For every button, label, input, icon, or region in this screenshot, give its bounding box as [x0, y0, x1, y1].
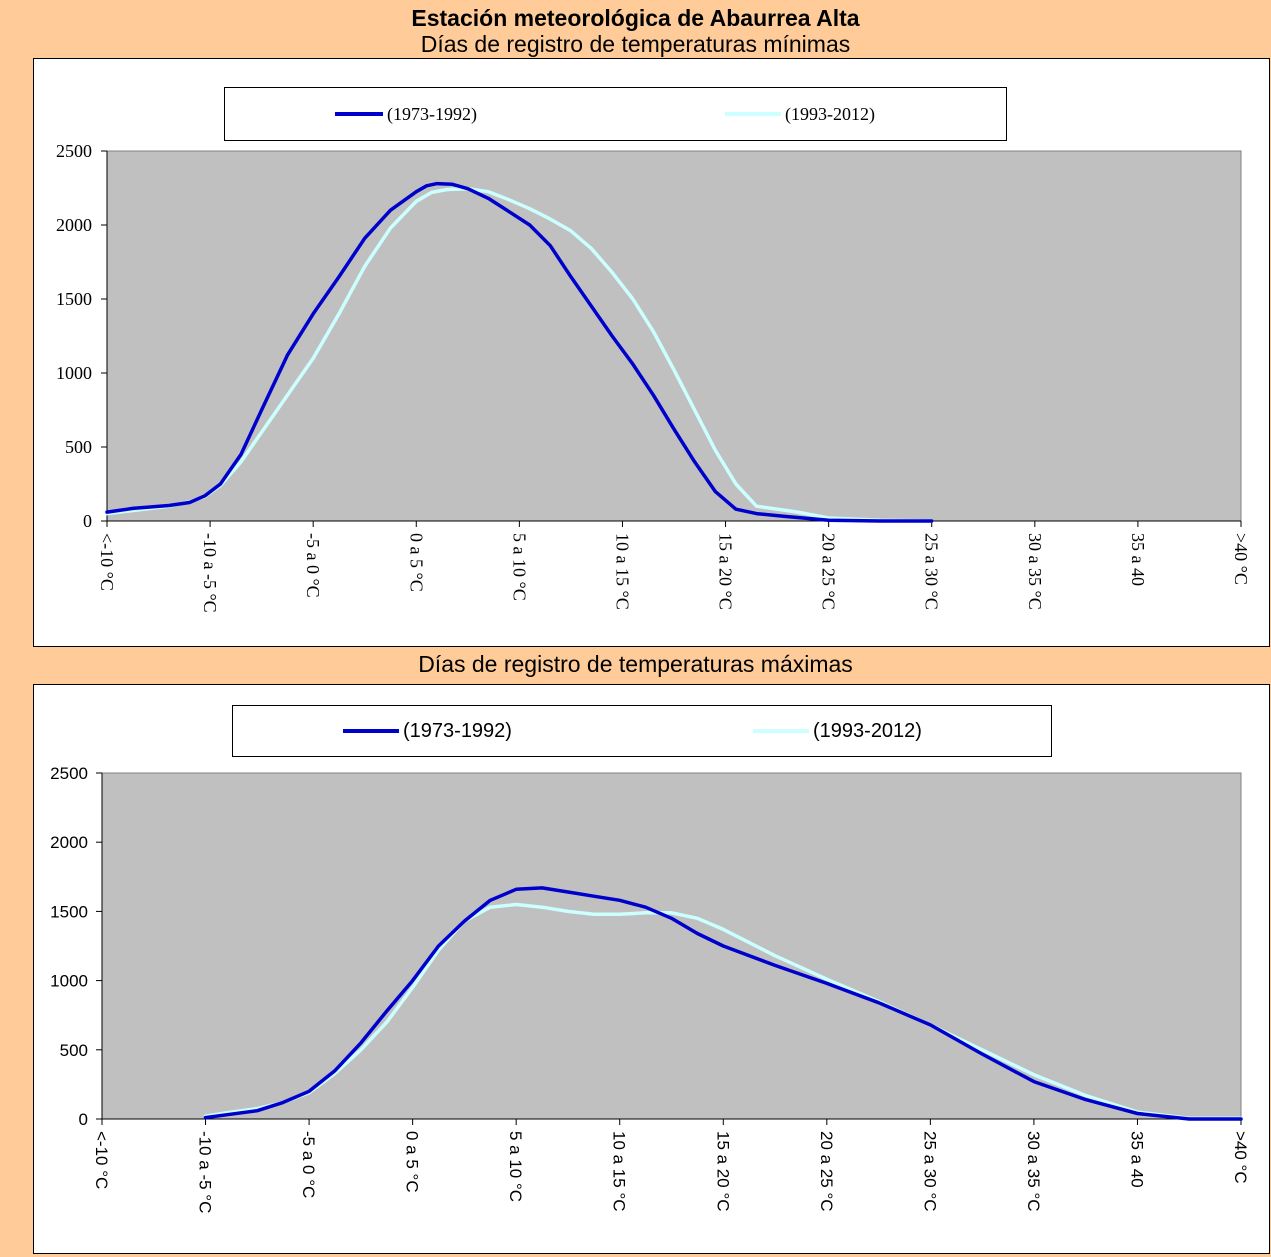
x-tick-label: 15 a 20 °C [713, 1131, 732, 1212]
x-tick-label: 30 a 35 °C [1024, 1131, 1043, 1212]
legend-swatch-1973-1992 [343, 729, 399, 733]
plot-area [106, 150, 1242, 522]
y-tick-label: 500 [60, 1041, 88, 1060]
legend-item-1973-1992: (1973-1992) [335, 88, 477, 140]
x-tick-label: >40 °C [1231, 533, 1251, 585]
legend-item-1973-1992: (1973-1992) [343, 706, 512, 756]
chart-title-max: Días de registro de temperaturas máximas [418, 651, 853, 677]
y-tick-label: 1000 [56, 363, 92, 383]
x-tick-label: <-10 °C [92, 1131, 111, 1189]
y-tick-label: 500 [65, 437, 92, 457]
legend-label-1993-2012: (1993-2012) [785, 103, 875, 124]
y-tick-label: 0 [83, 511, 92, 531]
x-tick-label: 35 a 40 [1128, 533, 1148, 586]
legend-swatch-1993-2012 [753, 729, 809, 733]
x-tick-label: <-10 °C [97, 533, 117, 591]
x-tick-label: -10 a -5 °C [196, 1131, 215, 1213]
series-line-1973-1992 [105, 181, 934, 523]
x-tick-label: 20 a 25 °C [817, 1131, 836, 1212]
series-line-1993-2012 [105, 186, 934, 523]
legend-min: (1973-1992) (1993-2012) [224, 87, 1007, 141]
x-tick-label: 0 a 5 °C [406, 533, 426, 592]
legend-swatch-1973-1992 [335, 112, 383, 116]
x-tick-label: 5 a 10 °C [506, 1131, 525, 1202]
chart-title-min: Días de registro de temperaturas mínimas [420, 31, 851, 57]
series-line-1973-1992 [203, 886, 1243, 1121]
chart-max: 0 500 1000 1500 2000 2500 <-10 °C -10 a -5 °C -5… [50, 764, 1250, 1213]
chart-panel-min: 0 500 1000 1500 2000 2500 <-10 °C -10 a -5 °C -5… [33, 58, 1270, 647]
x-tick-label: 15 a 20 °C [716, 533, 736, 610]
chart-panel-max: 0 500 1000 1500 2000 2500 <-10 °C -10 a -5 °C -5… [33, 684, 1270, 1254]
y-tick-label: 1500 [50, 902, 88, 921]
x-tick-label: 0 a 5 °C [403, 1131, 422, 1193]
x-tick-label: 30 a 35 °C [1025, 533, 1045, 610]
x-tick-label: 35 a 40 [1127, 1131, 1146, 1188]
series-line-1993-2012 [203, 902, 1243, 1121]
plot-area [101, 772, 1242, 1120]
legend-max: (1973-1992) (1993-2012) [232, 705, 1052, 757]
x-tick-label: 25 a 30 °C [922, 533, 942, 610]
legend-label-1973-1992: (1973-1992) [387, 103, 477, 124]
x-tick-label: -10 a -5 °C [200, 533, 220, 613]
x-tick-label: 5 a 10 °C [509, 533, 529, 601]
legend-label-1973-1992: (1973-1992) [403, 719, 512, 742]
y-tick-label: 1500 [56, 289, 92, 309]
legend-swatch-1993-2012 [725, 112, 781, 116]
y-tick-label: 2000 [50, 833, 88, 852]
chart-main-title: Estación meteorológica de Abaurrea Alta [411, 5, 860, 31]
y-tick-label: 2500 [50, 764, 88, 783]
chart-min: 0 500 1000 1500 2000 2500 <-10 °C -10 a -5 °C -5… [56, 141, 1251, 613]
x-tick-label: 10 a 15 °C [610, 1131, 629, 1212]
x-tick-label: 10 a 15 °C [612, 533, 632, 610]
x-tick-label: -5 a 0 °C [303, 533, 323, 598]
y-tick-label: 1000 [50, 972, 88, 991]
x-tick-label: -5 a 0 °C [299, 1131, 318, 1198]
y-tick-label: 0 [79, 1110, 88, 1129]
x-tick-label: 25 a 30 °C [920, 1131, 939, 1212]
x-tick-label: 20 a 25 °C [819, 533, 839, 610]
legend-label-1993-2012: (1993-2012) [813, 719, 922, 742]
legend-item-1993-2012: (1993-2012) [753, 706, 922, 756]
x-tick-label: >40 °C [1231, 1131, 1250, 1184]
legend-item-1993-2012: (1993-2012) [725, 88, 875, 140]
y-tick-label: 2000 [56, 215, 92, 235]
y-tick-label: 2500 [56, 141, 92, 161]
